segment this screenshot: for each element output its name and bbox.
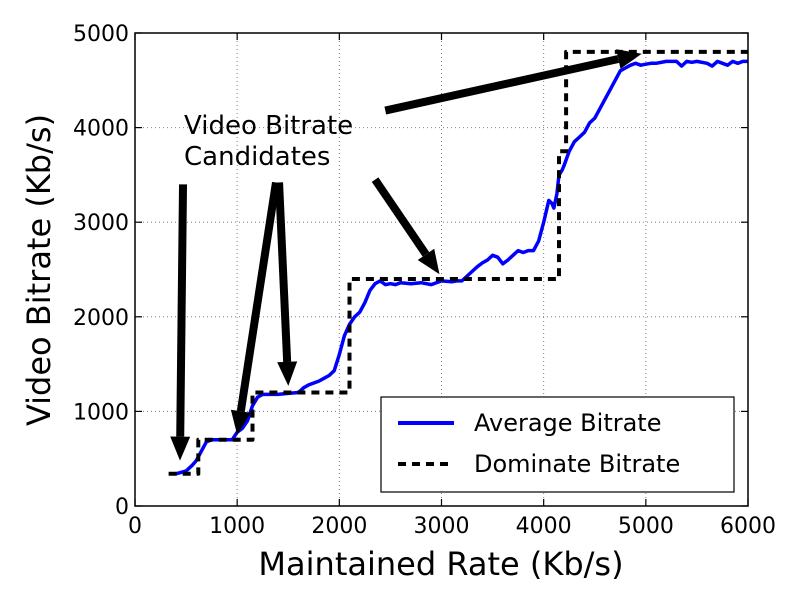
- x-tick-label-2000: 2000: [311, 514, 367, 539]
- series-layer: [168, 49, 748, 476]
- annotation-arrow-shaft-1: [236, 181, 280, 412]
- x-tick-label-1000: 1000: [209, 514, 265, 539]
- legend-label-dominate-bitrate: Dominate Bitrate: [474, 450, 680, 478]
- annotation-arrow-shaft-4: [384, 55, 620, 115]
- legend-box: [380, 396, 735, 493]
- tick-labels: 0 1000 2000 3000 4000 5000 6000 0 1000 2000 3000 40…: [73, 22, 776, 539]
- annotation-arrow-shaft-0: [176, 184, 188, 437]
- annotation-line-1: Video Bitrate: [184, 111, 353, 141]
- y-tick-label-1000: 1000: [73, 400, 129, 425]
- x-tick-label-4000: 4000: [516, 514, 572, 539]
- series-line-average-bitrate: [168, 59, 748, 476]
- annotation-arrow-head-2: [277, 361, 298, 386]
- x-tick-label-5000: 5000: [618, 514, 674, 539]
- x-tick-label-0: 0: [128, 514, 142, 539]
- x-tick-label-6000: 6000: [720, 514, 776, 539]
- y-tick-label-0: 0: [115, 495, 129, 520]
- annotation-text: Video Bitrate Candidates: [184, 111, 353, 172]
- ticks: [134, 32, 749, 507]
- annotation-arrow-head-4: [616, 49, 642, 69]
- x-axis-label: Maintained Rate (Kb/s): [258, 545, 623, 583]
- annotation-arrow-head-1: [230, 409, 251, 436]
- annotation-arrow-shaft-3: [371, 177, 430, 257]
- grid: [135, 33, 748, 506]
- annotation-arrow-head-0: [170, 436, 191, 461]
- annotation-line-2: Candidates: [184, 142, 330, 172]
- legend-label-average-bitrate: Average Bitrate: [474, 409, 661, 437]
- y-tick-label-2000: 2000: [73, 306, 129, 331]
- series-line-dominate-bitrate: [168, 49, 748, 476]
- y-tick-label-3000: 3000: [73, 211, 129, 236]
- annotation-arrows: [170, 49, 642, 461]
- y-tick-label-5000: 5000: [73, 22, 129, 47]
- annotation-arrow-shaft-2: [275, 182, 292, 363]
- y-axis-label: Video Bitrate (Kb/s): [20, 114, 58, 426]
- x-tick-label-3000: 3000: [414, 514, 470, 539]
- legend: Average Bitrate Dominate Bitrate: [380, 396, 735, 493]
- y-tick-label-4000: 4000: [73, 117, 129, 142]
- annotation-arrow-head-3: [417, 248, 440, 275]
